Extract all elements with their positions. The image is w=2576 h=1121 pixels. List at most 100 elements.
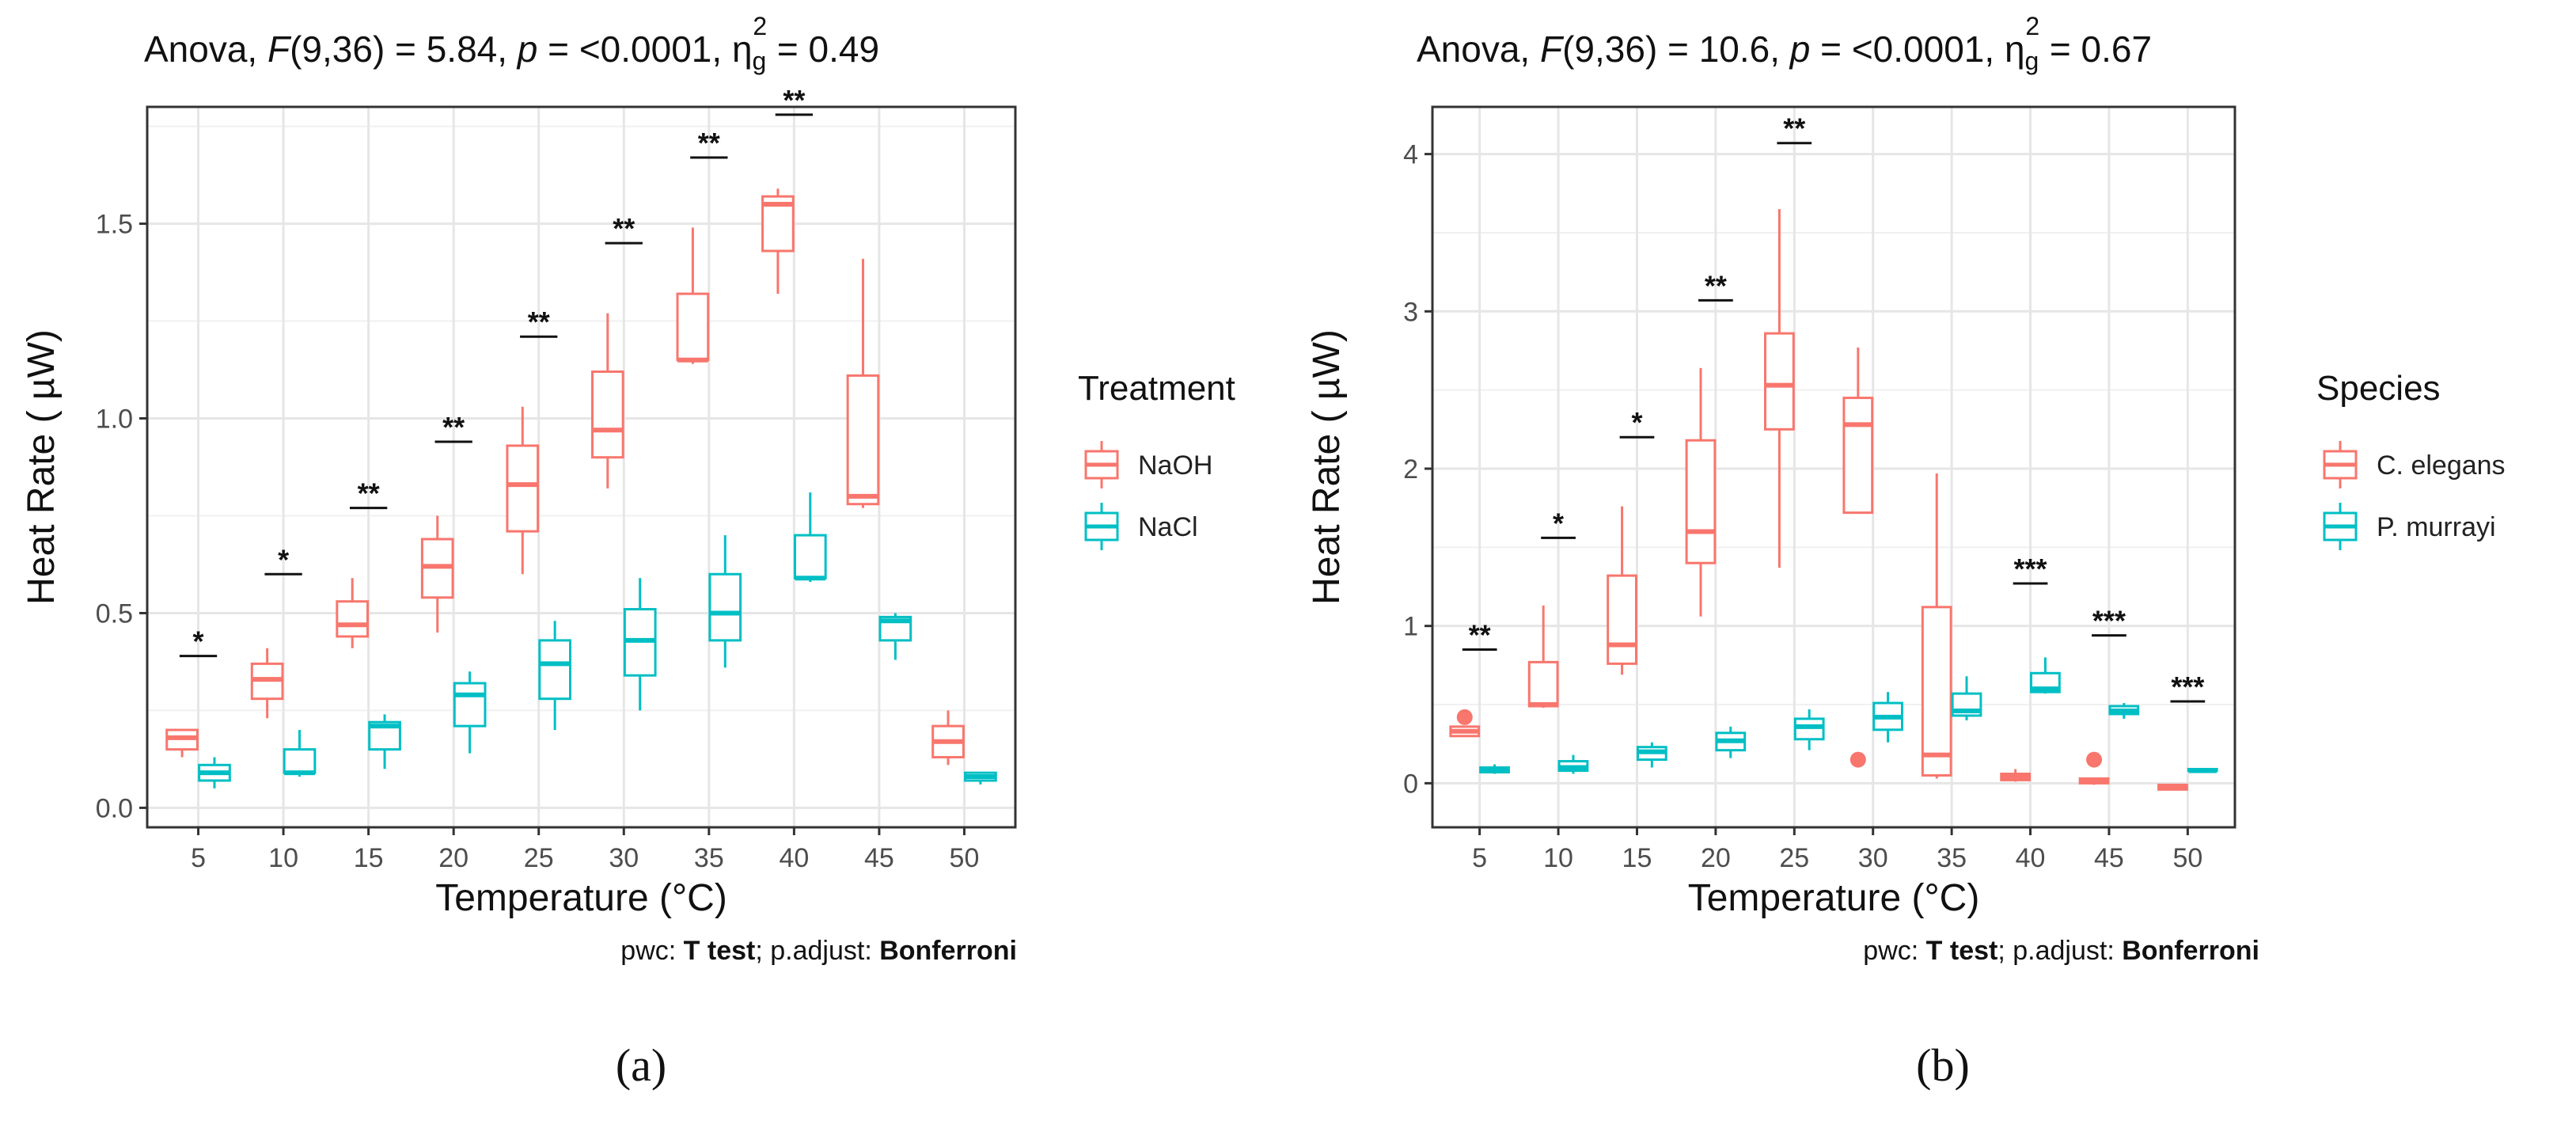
box-nacl-50 [964, 771, 997, 785]
legend-label: P. murrayi [2377, 512, 2496, 542]
box-naoh-50 [931, 710, 965, 766]
x-tick-label: 15 [354, 843, 384, 873]
box-body [1764, 332, 1795, 431]
significance-label: *** [2014, 553, 2047, 585]
box-naoh-40 [761, 188, 795, 294]
box-body [708, 572, 742, 642]
significance-label: ** [1469, 618, 1491, 651]
significance-label: *** [2092, 605, 2126, 637]
x-tick-label: 50 [950, 843, 980, 873]
x-tick-label: 25 [1779, 843, 1809, 873]
box-body [1921, 606, 1952, 777]
box-nacl-30 [623, 578, 657, 711]
box-body [336, 600, 370, 638]
box-c-elegans-50 [2157, 783, 2188, 791]
y-tick-label: 2 [1403, 454, 1418, 484]
box-nacl-10 [283, 730, 317, 777]
plot-background [147, 107, 1015, 827]
significance-label: ** [1783, 112, 1805, 145]
box-p-murrayi-20 [1715, 726, 1747, 758]
x-tick-label: 40 [2016, 843, 2046, 873]
x-tick-label: 25 [524, 843, 554, 873]
box-c-elegans-30 [1842, 347, 1874, 768]
box-c-elegans-35 [1921, 473, 1952, 779]
significance-label: * [193, 625, 204, 658]
significance-label: ** [1705, 269, 1727, 302]
box-body [846, 374, 880, 506]
box-c-elegans-10 [1527, 605, 1559, 708]
box-c-elegans-25 [1764, 209, 1795, 568]
legend: Species C. elegans P. murrayi [2316, 369, 2506, 550]
box-nacl-35 [708, 535, 742, 668]
box-nacl-45 [878, 613, 912, 660]
legend-key [2323, 503, 2358, 550]
significance-label: * [1553, 507, 1564, 539]
chart-panel-a: **************0.00.51.01.55 10 15 20 25 30 35 4… [21, 12, 1235, 1091]
x-tick-label: 35 [694, 843, 724, 873]
box-outlier [1456, 709, 1473, 725]
significance-label: * [278, 543, 289, 576]
legend-label: C. elegans [2377, 450, 2506, 481]
box-c-elegans-45 [2078, 751, 2110, 785]
significance-label: ** [783, 84, 805, 116]
x-tick-label: 30 [1858, 843, 1888, 873]
box-p-murrayi-25 [1793, 709, 1825, 750]
box-naoh-25 [506, 406, 540, 575]
box-p-murrayi-45 [2108, 703, 2140, 719]
x-tick-label: 15 [1622, 843, 1652, 873]
y-tick-label: 1 [1403, 612, 1418, 642]
significance-label: ** [528, 306, 550, 338]
box-nacl-40 [793, 492, 827, 583]
x-axis-title: Temperature (°C) [435, 877, 727, 919]
legend-label: NaCl [1138, 512, 1198, 542]
box-naoh-15 [336, 578, 370, 648]
box-c-elegans-5 [1449, 709, 1481, 738]
box-body [1527, 660, 1559, 708]
significance-label: ** [358, 477, 380, 510]
box-p-murrayi-5 [1479, 764, 1510, 774]
y-tick-label: 3 [1403, 297, 1418, 327]
legend-key [1084, 441, 1119, 488]
significance-label: ** [613, 212, 635, 245]
significance-label: *** [2171, 671, 2204, 703]
box-body [1842, 397, 1874, 515]
y-tick-label: 0.0 [96, 793, 133, 823]
y-tick-label: 1.0 [96, 405, 133, 435]
box-outlier [1849, 751, 1866, 768]
box-body [590, 370, 624, 459]
box-body [283, 748, 317, 774]
box-p-murrayi-15 [1636, 742, 1667, 768]
box-body [506, 444, 540, 533]
x-tick-label: 30 [609, 843, 639, 873]
x-tick-label: 35 [1937, 843, 1967, 873]
legend-key [1084, 503, 1119, 550]
box-p-murrayi-10 [1557, 754, 1589, 774]
box-outlier [2086, 751, 2103, 768]
x-tick-label: 40 [779, 843, 809, 873]
x-tick-label: 5 [1472, 843, 1487, 873]
x-tick-label: 20 [438, 843, 469, 873]
box-body [793, 534, 827, 580]
box-naoh-10 [250, 648, 284, 719]
legend-label: NaOH [1138, 450, 1212, 481]
panel-title: Anova, F(9,36) = 10.6, p = <0.0001, ηg2 … [1417, 12, 2152, 74]
x-tick-label: 45 [2094, 843, 2124, 873]
box-body [676, 292, 710, 362]
legend-title: Treatment [1078, 369, 1235, 408]
plot-border [146, 105, 1017, 829]
plot-border [1431, 105, 2236, 829]
box-body [1685, 439, 1717, 564]
box-naoh-5 [165, 728, 199, 758]
panel-title: Anova, F(9,36) = 5.84, p = <0.0001, ηg2 … [144, 12, 879, 74]
x-tick-label: 10 [1543, 843, 1573, 873]
x-tick-label: 5 [191, 843, 206, 873]
box-nacl-15 [368, 714, 401, 770]
y-axis-title: Heat Rate ( µW) [21, 329, 63, 605]
legend-title: Species [2316, 369, 2441, 408]
panel-letter: (b) [1916, 1039, 1970, 1091]
box-p-murrayi-50 [2187, 767, 2218, 773]
box-p-murrayi-35 [1951, 676, 1982, 720]
box-p-murrayi-30 [1872, 692, 1903, 743]
